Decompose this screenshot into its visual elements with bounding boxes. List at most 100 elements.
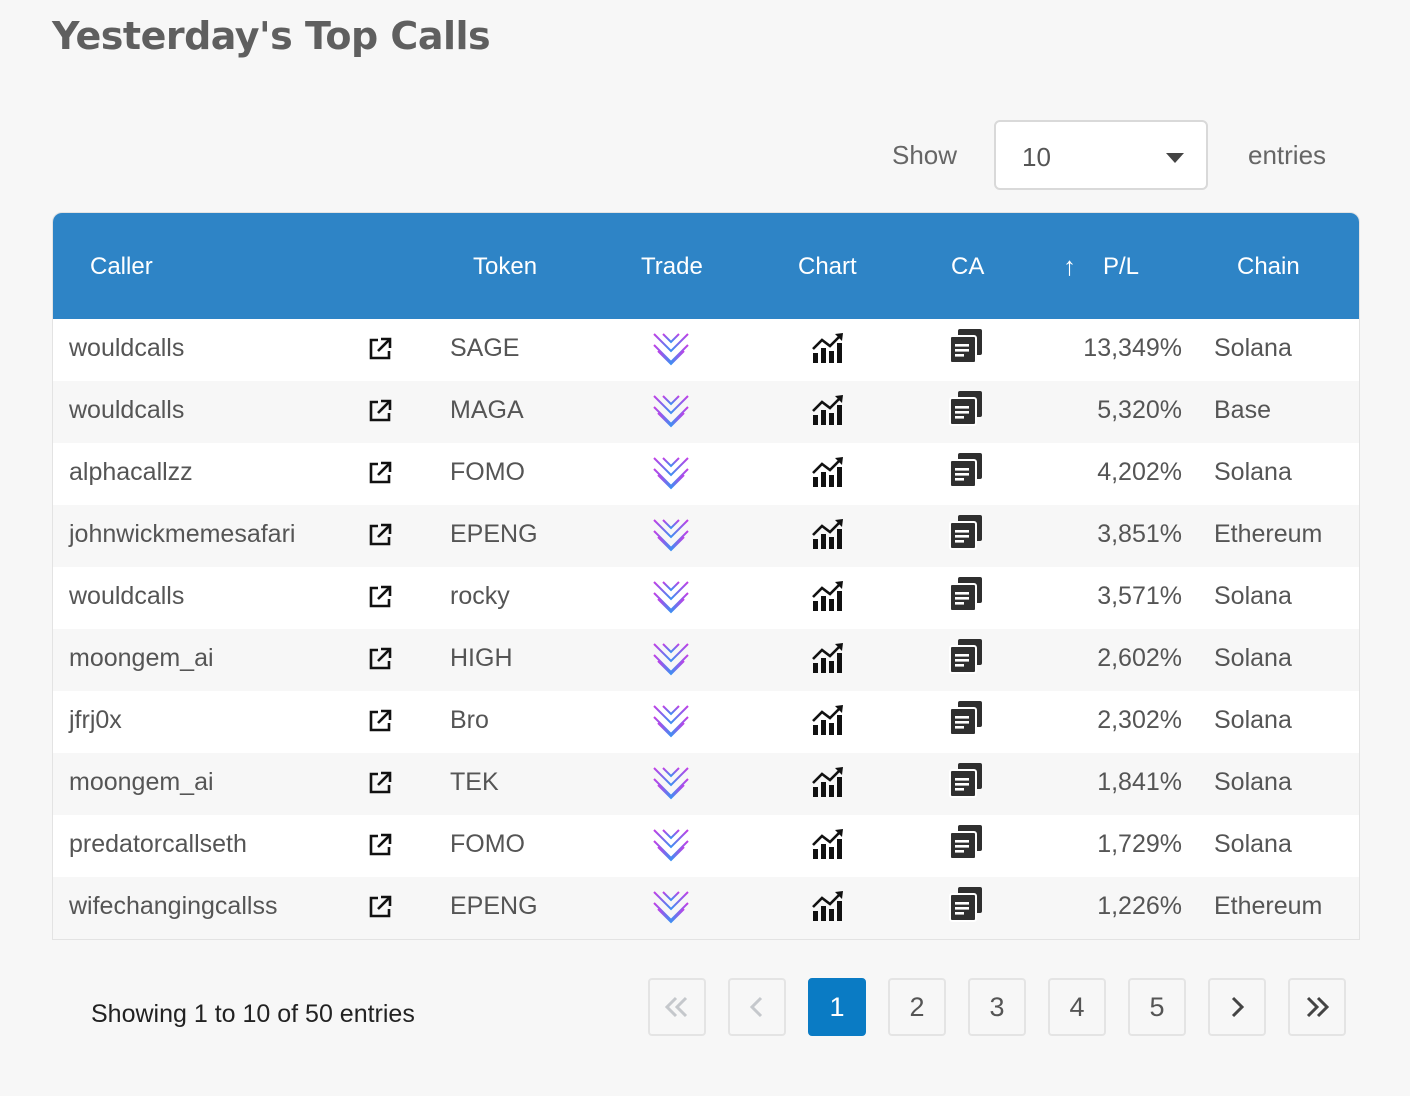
chart-icon[interactable] — [811, 393, 845, 432]
table-row: predatorcallseth FOMO 1,729% Solana — [53, 815, 1359, 877]
chart-icon[interactable] — [811, 517, 845, 556]
profit-loss: 1,226% — [1097, 892, 1182, 920]
chain-name: Base — [1214, 396, 1271, 424]
caller-name[interactable]: predatorcallseth — [69, 830, 247, 858]
column-header-token[interactable]: Token — [473, 253, 538, 280]
page-2-button[interactable]: 2 — [888, 978, 946, 1036]
token-symbol: MAGA — [450, 396, 524, 424]
page-title: Yesterday's Top Calls — [52, 14, 491, 58]
copy-icon[interactable] — [949, 762, 983, 803]
trade-logo-icon[interactable] — [651, 703, 691, 744]
external-link-icon[interactable] — [367, 894, 393, 925]
copy-icon[interactable] — [949, 514, 983, 555]
page-4-button[interactable]: 4 — [1048, 978, 1106, 1036]
chart-icon[interactable] — [811, 765, 845, 804]
chart-icon[interactable] — [811, 827, 845, 866]
sort-ascending-icon[interactable]: ↑ — [1063, 251, 1076, 281]
page-3-button[interactable]: 3 — [968, 978, 1026, 1036]
column-header-chain[interactable]: Chain — [1237, 253, 1300, 280]
trade-logo-icon[interactable] — [651, 393, 691, 434]
caller-name[interactable]: moongem_ai — [69, 768, 214, 796]
caller-name[interactable]: wouldcalls — [69, 334, 185, 362]
trade-logo-icon[interactable] — [651, 641, 691, 682]
chain-name: Solana — [1214, 582, 1292, 610]
profit-loss: 13,349% — [1083, 334, 1182, 362]
column-header-chart[interactable]: Chart — [798, 253, 857, 280]
external-link-icon[interactable] — [367, 770, 393, 801]
chain-name: Ethereum — [1214, 520, 1323, 548]
column-header-trade[interactable]: Trade — [641, 253, 703, 280]
chart-icon[interactable] — [811, 641, 845, 680]
table-row: moongem_ai HIGH 2,602% Solana — [53, 629, 1359, 691]
caller-name[interactable]: wifechangingcallss — [69, 892, 278, 920]
copy-icon[interactable] — [949, 328, 983, 369]
profit-loss: 1,729% — [1097, 830, 1182, 858]
column-header-caller[interactable]: Caller — [90, 253, 153, 280]
external-link-icon[interactable] — [367, 522, 393, 553]
caller-name[interactable]: johnwickmemesafari — [69, 520, 296, 548]
copy-icon[interactable] — [949, 824, 983, 865]
external-link-icon[interactable] — [367, 646, 393, 677]
copy-icon[interactable] — [949, 576, 983, 617]
external-link-icon[interactable] — [367, 336, 393, 367]
entries-label: entries — [1248, 140, 1327, 170]
copy-icon[interactable] — [949, 700, 983, 741]
token-symbol: EPENG — [450, 892, 538, 920]
first-page-button[interactable] — [648, 978, 706, 1036]
trade-logo-icon[interactable] — [651, 331, 691, 372]
trade-logo-icon[interactable] — [651, 517, 691, 558]
top-calls-table: Caller Token Trade Chart CA ↑ P/L Chain … — [52, 212, 1360, 940]
external-link-icon[interactable] — [367, 832, 393, 863]
chain-name: Ethereum — [1214, 892, 1323, 920]
chevron-down-icon — [1166, 153, 1184, 163]
chain-name: Solana — [1214, 830, 1292, 858]
chain-name: Solana — [1214, 768, 1292, 796]
caller-name[interactable]: wouldcalls — [69, 396, 185, 424]
chain-name: Solana — [1214, 334, 1292, 362]
caller-name[interactable]: moongem_ai — [69, 644, 214, 672]
next-page-icon — [1231, 996, 1245, 1018]
trade-logo-icon[interactable] — [651, 765, 691, 806]
copy-icon[interactable] — [949, 390, 983, 431]
previous-page-button[interactable] — [728, 978, 786, 1036]
profit-loss: 2,302% — [1097, 706, 1182, 734]
external-link-icon[interactable] — [367, 398, 393, 429]
token-symbol: EPENG — [450, 520, 538, 548]
trade-logo-icon[interactable] — [651, 827, 691, 868]
external-link-icon[interactable] — [367, 460, 393, 491]
table-row: wouldcalls SAGE 13,349% Solana — [53, 319, 1359, 381]
chain-name: Solana — [1214, 706, 1292, 734]
trade-logo-icon[interactable] — [651, 579, 691, 620]
trade-logo-icon[interactable] — [651, 455, 691, 496]
chart-icon[interactable] — [811, 703, 845, 742]
table-header: Caller Token Trade Chart CA ↑ P/L Chain — [53, 213, 1359, 319]
copy-icon[interactable] — [949, 638, 983, 679]
page-5-button[interactable]: 5 — [1128, 978, 1186, 1036]
column-header-pl[interactable]: P/L — [1103, 253, 1140, 280]
token-symbol: TEK — [450, 768, 499, 796]
chart-icon[interactable] — [811, 455, 845, 494]
column-header-ca[interactable]: CA — [951, 253, 985, 280]
chart-icon[interactable] — [811, 331, 845, 370]
last-page-button[interactable] — [1288, 978, 1346, 1036]
token-symbol: Bro — [450, 706, 489, 734]
token-symbol: FOMO — [450, 830, 525, 858]
caller-name[interactable]: alphacallzz — [69, 458, 193, 486]
external-link-icon[interactable] — [367, 584, 393, 615]
caller-name[interactable]: wouldcalls — [69, 582, 185, 610]
chain-name: Solana — [1214, 644, 1292, 672]
next-page-button[interactable] — [1208, 978, 1266, 1036]
table-info: Showing 1 to 10 of 50 entries — [91, 1000, 415, 1028]
chain-name: Solana — [1214, 458, 1292, 486]
copy-icon[interactable] — [949, 452, 983, 493]
chart-icon[interactable] — [811, 889, 845, 928]
trade-logo-icon[interactable] — [651, 889, 691, 930]
entries-per-page-value: 10 — [1022, 142, 1051, 172]
page-1-button[interactable]: 1 — [808, 978, 866, 1036]
table-row: jfrj0x Bro 2,302% Solana — [53, 691, 1359, 753]
entries-per-page-select[interactable]: 10 — [994, 120, 1208, 190]
chart-icon[interactable] — [811, 579, 845, 618]
external-link-icon[interactable] — [367, 708, 393, 739]
copy-icon[interactable] — [949, 886, 983, 927]
caller-name[interactable]: jfrj0x — [69, 706, 122, 734]
